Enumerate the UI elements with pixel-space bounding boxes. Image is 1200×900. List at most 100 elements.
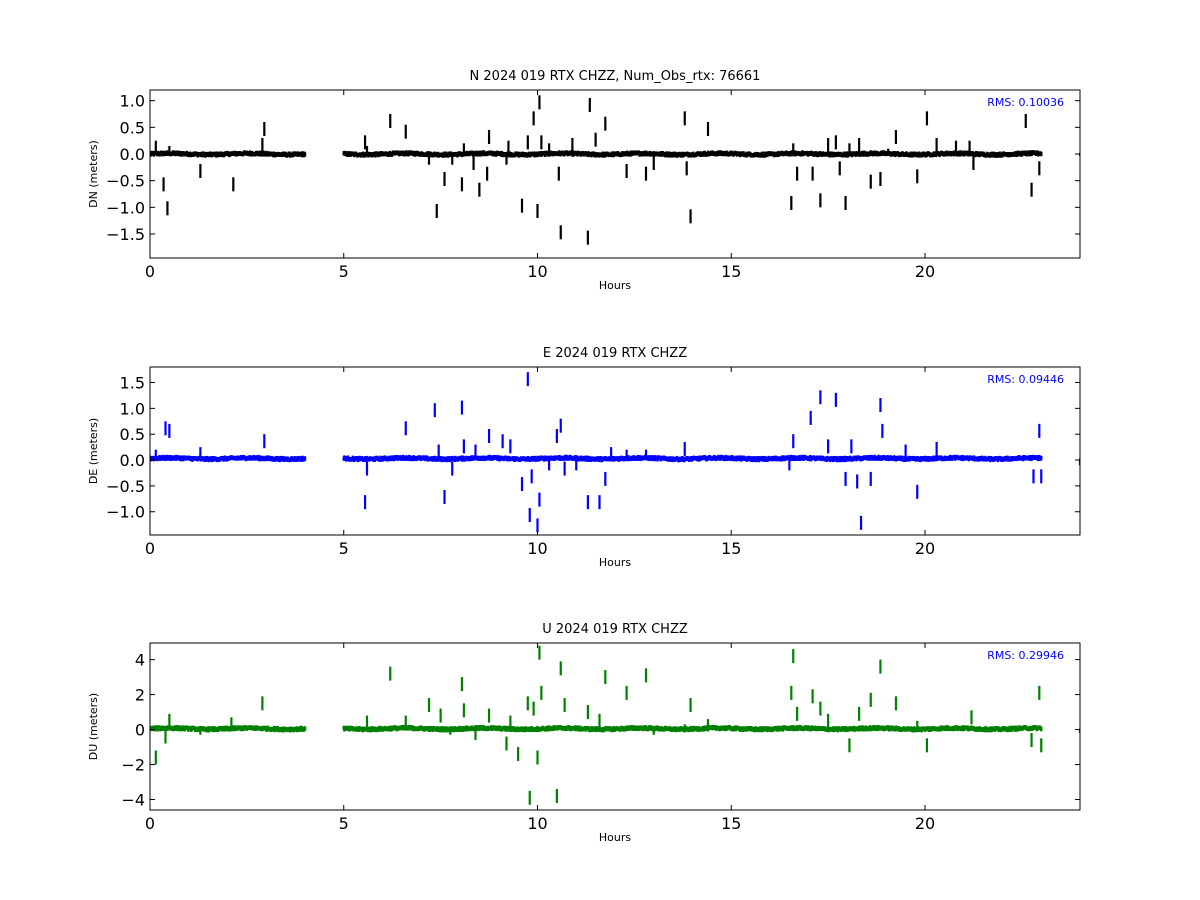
- east-outlier-point: [520, 477, 524, 492]
- north-outlier-point: [532, 111, 535, 126]
- up-outlier-point: [404, 715, 407, 729]
- up-outlier-point: [894, 696, 898, 711]
- east-outlier-point: [819, 390, 822, 405]
- east-x-tick-label: 5: [339, 539, 349, 558]
- east-outlier-point: [555, 429, 558, 444]
- up-x-tick-label: 5: [339, 814, 349, 833]
- north-outlier-point: [790, 196, 793, 210]
- east-outlier-point: [536, 518, 539, 533]
- north-outlier-point: [435, 204, 438, 218]
- north-x-tick-label: 10: [527, 262, 547, 281]
- north-y-tick-label: −1.5: [106, 225, 145, 244]
- up-outlier-point: [509, 715, 512, 729]
- up-x-tick-label: 10: [527, 814, 547, 833]
- north-outlier-point: [1024, 114, 1027, 128]
- up-data-points: [150, 645, 1080, 805]
- north-outlier-point: [935, 138, 938, 152]
- north-data-points: [150, 95, 1080, 245]
- north-outlier-point: [792, 143, 795, 154]
- up-outlier-point: [474, 728, 477, 741]
- up-outlier-point: [869, 692, 872, 707]
- north-outlier-point: [925, 111, 929, 126]
- east-y-tick-label: −0.5: [106, 477, 145, 496]
- north-outlier-point: [652, 156, 655, 170]
- east-outlier-point: [834, 392, 837, 407]
- east-x-axis-label: Hours: [599, 556, 631, 569]
- up-outlier-point: [848, 738, 851, 753]
- up-outlier-point: [811, 689, 814, 704]
- north-outlier-point: [689, 209, 692, 224]
- north-outlier-point: [263, 122, 266, 136]
- north-outlier-point: [954, 140, 958, 154]
- east-outlier-point: [881, 423, 884, 438]
- east-outlier-point: [954, 454, 958, 459]
- east-baseline-segment: [342, 454, 1043, 463]
- east-outlier-point: [856, 474, 859, 489]
- up-outlier-point: [365, 715, 369, 729]
- up-outlier-point: [970, 710, 973, 725]
- north-outlier-point: [827, 138, 830, 152]
- up-outlier-point: [819, 701, 822, 716]
- north-outlier-point: [916, 169, 919, 184]
- up-rms-label: RMS: 0.29946: [987, 649, 1064, 662]
- east-outlier-point: [363, 495, 367, 510]
- north-outlier-point: [536, 204, 539, 218]
- east-data-points: [150, 372, 1080, 533]
- up-outlier-point: [389, 666, 392, 681]
- up-outlier-point: [879, 659, 882, 674]
- up-outlier-point: [790, 685, 793, 700]
- east-y-tick-label: 0.0: [120, 451, 145, 470]
- up-outlier-point: [827, 713, 830, 728]
- north-outlier-point: [166, 201, 169, 216]
- east-outlier-point: [433, 403, 436, 418]
- up-outlier-point: [689, 698, 692, 713]
- east-outlier-point: [443, 489, 446, 504]
- north-outlier-point: [486, 166, 489, 181]
- north-outlier-point: [604, 116, 607, 131]
- north-outlier-point: [706, 122, 710, 136]
- north-outlier-point: [869, 174, 872, 189]
- east-outlier-point: [474, 444, 477, 459]
- east-outlier-point: [625, 449, 628, 459]
- north-outlier-point: [848, 143, 851, 154]
- up-outlier-point: [449, 728, 452, 735]
- north-y-tick-label: 0.0: [120, 145, 145, 164]
- north-x-tick-label: 20: [915, 262, 935, 281]
- up-outlier-point: [625, 685, 628, 700]
- north-outlier-point: [472, 156, 475, 170]
- east-outlier-point: [528, 508, 531, 523]
- east-outlier-point: [563, 461, 566, 476]
- east-outlier-point: [788, 458, 791, 471]
- north-outlier-point: [365, 146, 369, 154]
- east-outlier-point: [1040, 469, 1043, 484]
- up-outlier-point: [460, 677, 464, 692]
- east-outlier-point: [792, 434, 795, 449]
- east-axes-frame: [149, 366, 1081, 536]
- north-outlier-point: [199, 164, 202, 178]
- east-outlier-point: [859, 515, 863, 530]
- north-y-tick-label: 0.5: [120, 118, 145, 137]
- east-outlier-point: [460, 400, 464, 415]
- north-outlier-point: [389, 114, 392, 128]
- north-outlier-point: [505, 154, 508, 165]
- north-outlier-point: [404, 124, 407, 139]
- north-outlier-point: [548, 143, 551, 154]
- north-baseline-segment: [342, 150, 1043, 158]
- north-outlier-point: [858, 138, 861, 152]
- north-outlier-point: [462, 143, 465, 154]
- east-point: [1040, 455, 1043, 461]
- east-chart-title: E 2024 019 RTX CHZZ: [543, 346, 687, 361]
- up-x-tick-label: 20: [915, 814, 935, 833]
- north-outlier-point: [540, 135, 543, 150]
- up-outlier-point: [1040, 738, 1043, 753]
- up-outlier-point: [555, 789, 558, 804]
- north-outlier-point: [683, 111, 686, 126]
- north-outlier-point: [478, 182, 481, 197]
- up-outlier-point: [230, 717, 233, 729]
- up-x-tick-label: 15: [721, 814, 741, 833]
- east-outlier-point: [1078, 458, 1080, 466]
- up-outlier-point: [563, 698, 566, 713]
- north-rms-label: RMS: 0.10036: [987, 96, 1064, 109]
- east-y-tick-label: 1.0: [120, 399, 145, 418]
- up-outlier-point: [652, 728, 655, 735]
